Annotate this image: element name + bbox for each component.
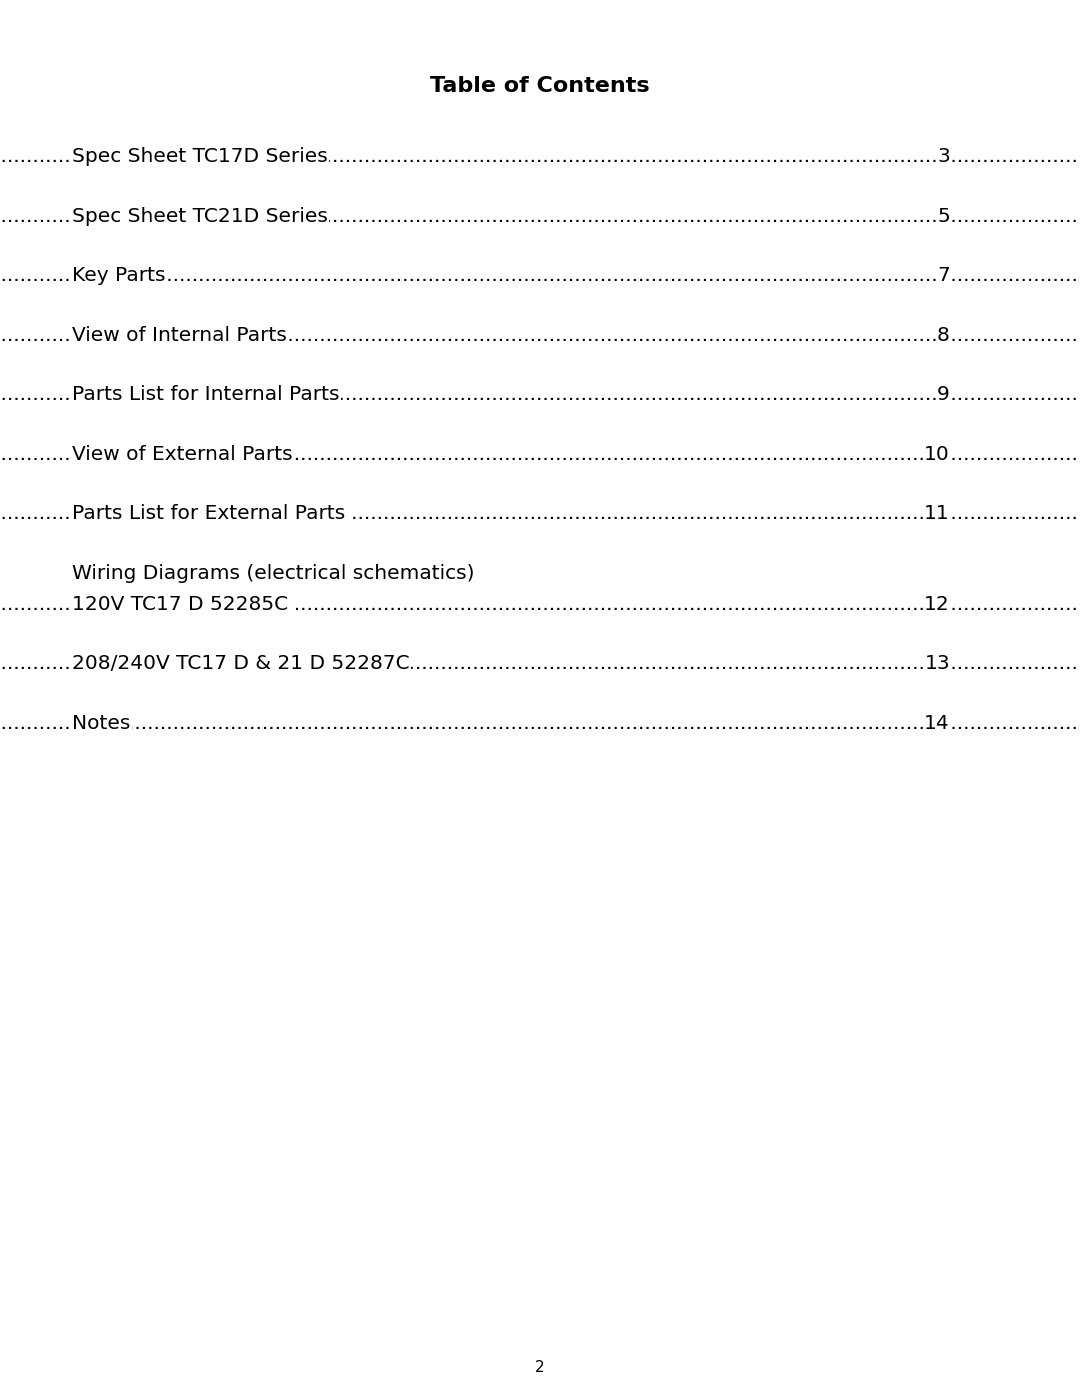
Text: 9: 9 xyxy=(937,386,950,404)
Text: Notes: Notes xyxy=(72,714,131,732)
Text: ................................................................................: ........................................… xyxy=(0,595,1080,613)
Text: Table of Contents: Table of Contents xyxy=(430,75,650,96)
Text: ................................................................................: ........................................… xyxy=(0,444,1080,464)
Text: Parts List for Internal Parts: Parts List for Internal Parts xyxy=(72,386,339,404)
Text: ................................................................................: ........................................… xyxy=(0,386,1080,404)
Text: ................................................................................: ........................................… xyxy=(0,207,1080,225)
Text: 7: 7 xyxy=(937,265,950,285)
Text: View of External Parts: View of External Parts xyxy=(72,444,293,464)
Text: 14: 14 xyxy=(924,714,950,732)
Text: Spec Sheet TC21D Series: Spec Sheet TC21D Series xyxy=(72,207,328,225)
Text: ................................................................................: ........................................… xyxy=(0,714,1080,732)
Text: 13: 13 xyxy=(924,654,950,673)
Text: 3: 3 xyxy=(937,147,950,166)
Text: 2: 2 xyxy=(536,1361,544,1375)
Text: ................................................................................: ........................................… xyxy=(0,654,1080,673)
Text: 10: 10 xyxy=(924,444,950,464)
Text: Wiring Diagrams (electrical schematics): Wiring Diagrams (electrical schematics) xyxy=(72,563,474,583)
Text: View of Internal Parts: View of Internal Parts xyxy=(72,326,287,345)
Text: 11: 11 xyxy=(924,504,950,522)
Text: 120V TC17 D 52285C: 120V TC17 D 52285C xyxy=(72,595,295,613)
Text: 5: 5 xyxy=(937,207,950,225)
Text: 8: 8 xyxy=(937,326,950,345)
Text: Key Parts: Key Parts xyxy=(72,265,165,285)
Text: 208/240V TC17 D & 21 D 52287C: 208/240V TC17 D & 21 D 52287C xyxy=(72,654,409,673)
Text: 12: 12 xyxy=(924,595,950,613)
Text: ................................................................................: ........................................… xyxy=(0,147,1080,166)
Text: ................................................................................: ........................................… xyxy=(0,265,1080,285)
Text: ................................................................................: ........................................… xyxy=(0,326,1080,345)
Text: Parts List for External Parts: Parts List for External Parts xyxy=(72,504,352,522)
Text: ................................................................................: ........................................… xyxy=(0,504,1080,522)
Text: Spec Sheet TC17D Series: Spec Sheet TC17D Series xyxy=(72,147,327,166)
